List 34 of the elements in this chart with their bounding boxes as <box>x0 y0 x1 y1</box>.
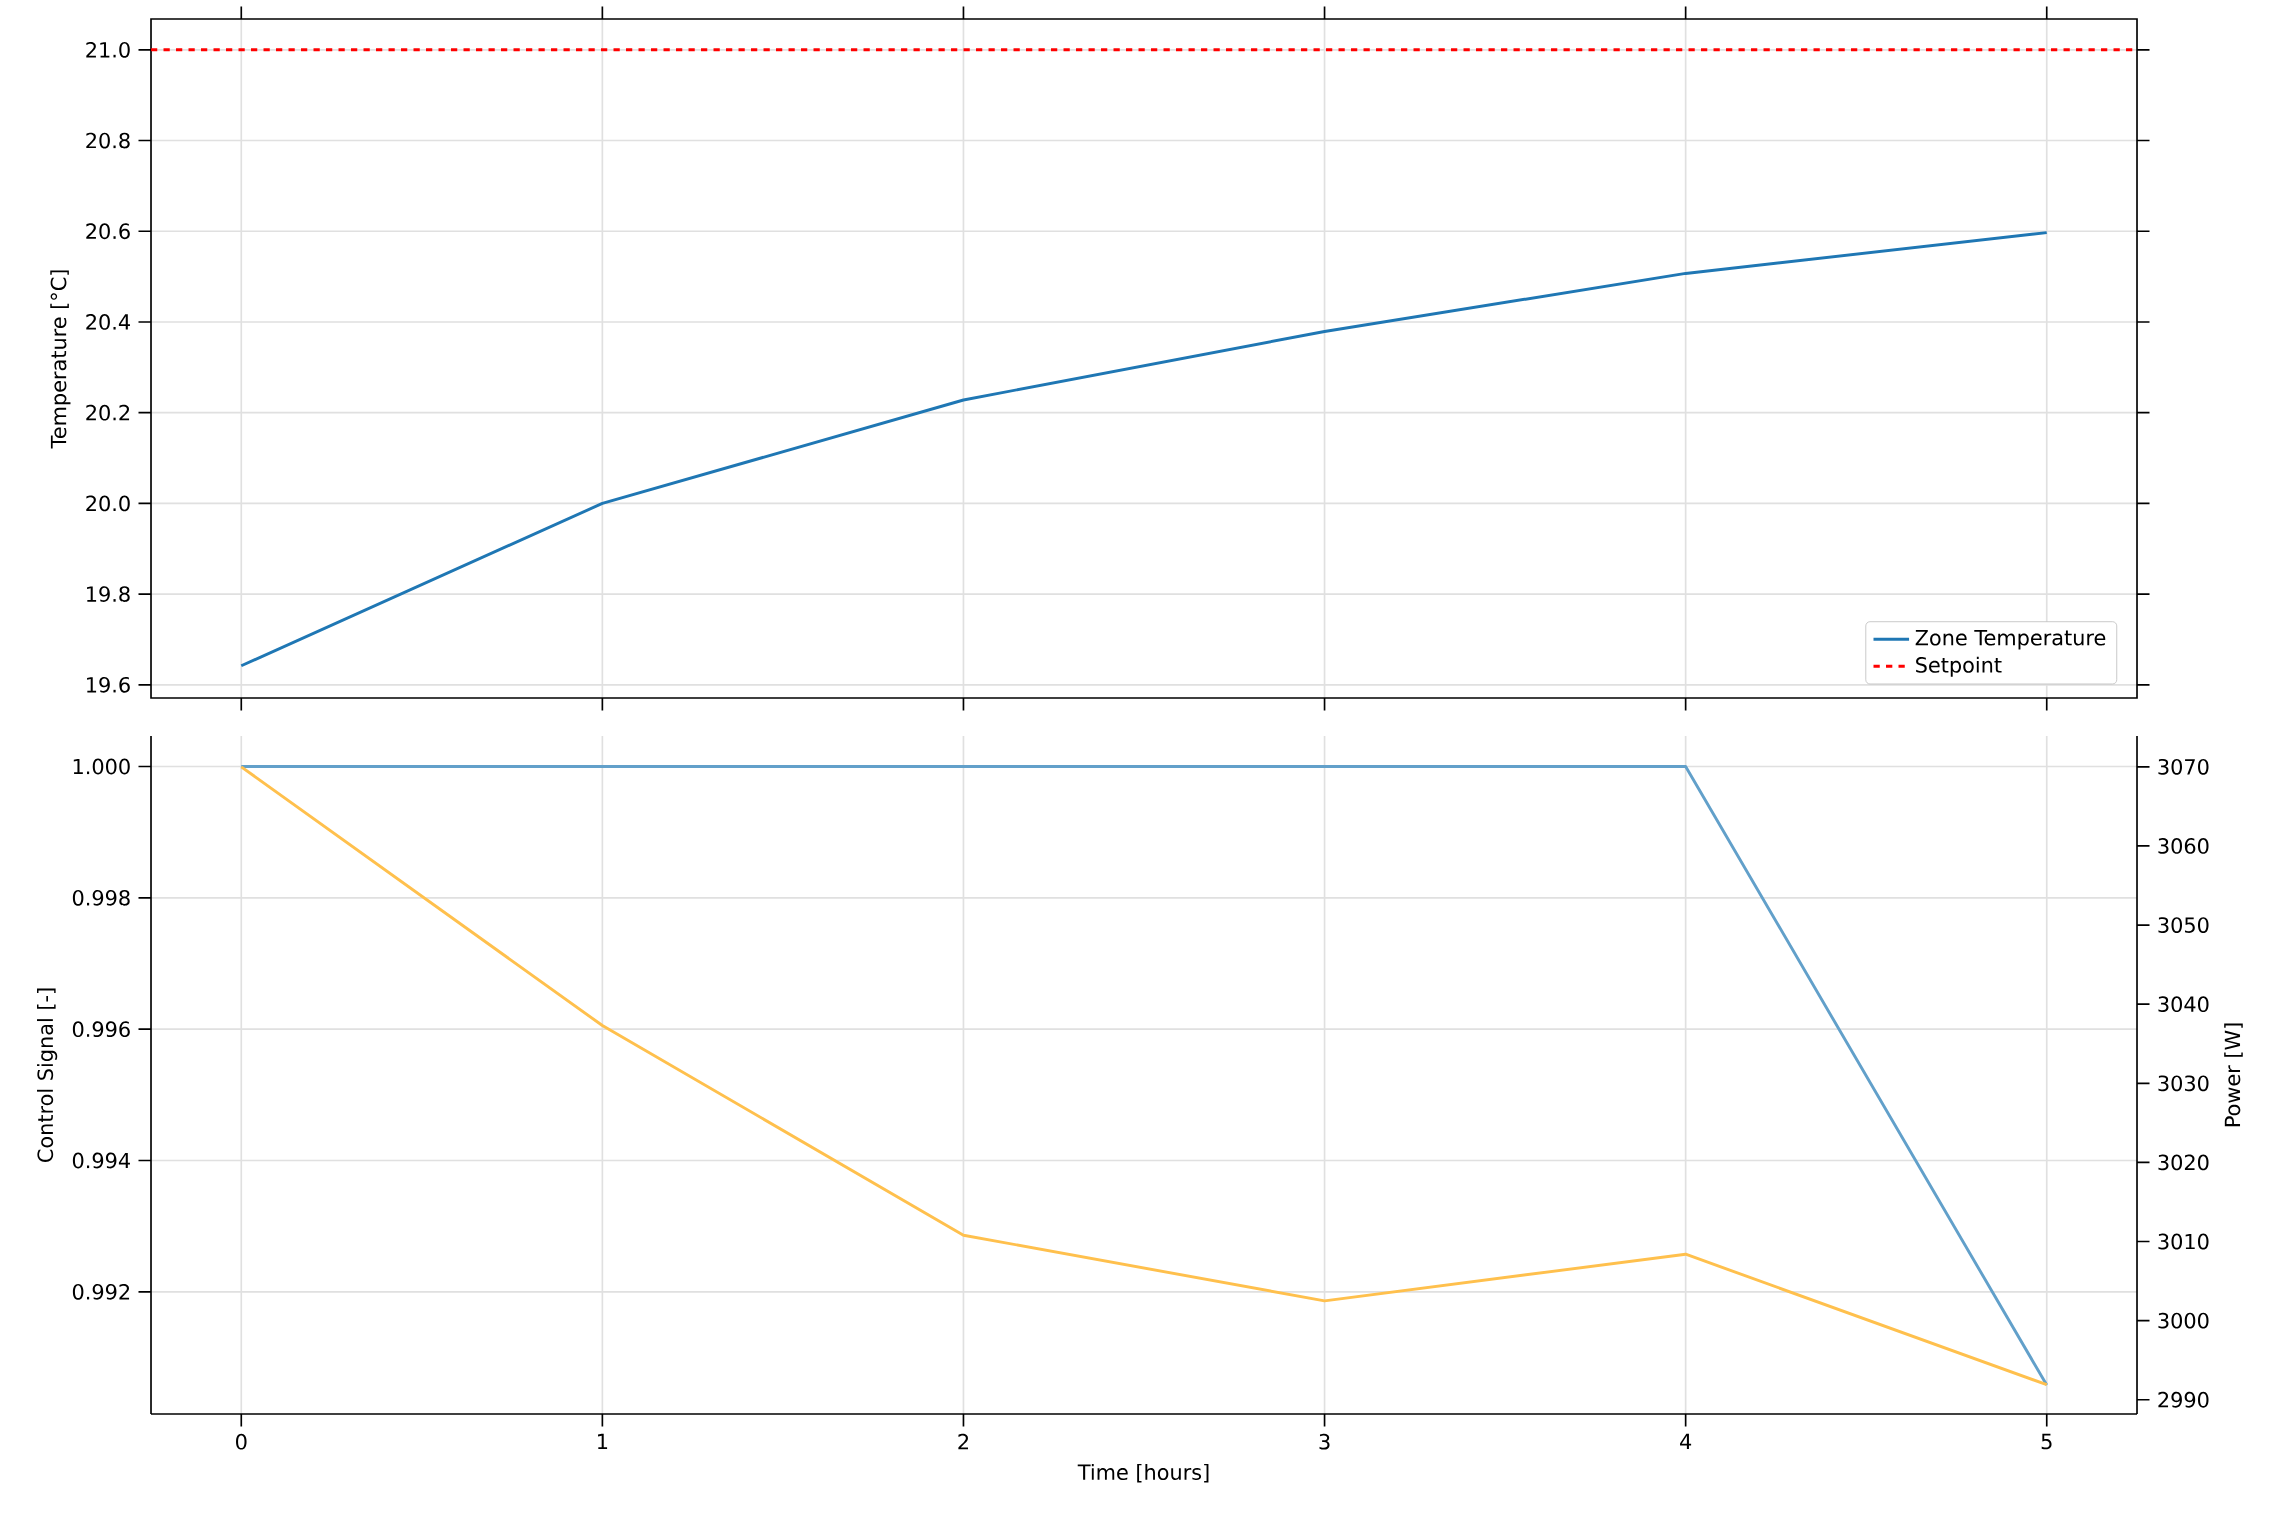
y-tick-label: 0.998 <box>72 889 130 906</box>
y2-tick-label: 3020 <box>2158 1154 2209 1171</box>
y2-tick-label: 3060 <box>2158 838 2209 854</box>
y-axis-title: Temperature [°C] <box>50 270 71 449</box>
y-tick-label: 20.4 <box>86 314 130 330</box>
y2-tick-label: 3040 <box>2158 996 2209 1013</box>
y-tick-label: 21.0 <box>86 41 130 58</box>
y2-tick-label: 2990 <box>2158 1391 2209 1408</box>
y-tick-label: 19.8 <box>87 586 130 602</box>
y2-axis-title: Power [W] <box>2224 1023 2243 1127</box>
y2-tick-label: 3070 <box>2158 758 2209 775</box>
y2-tick-label: 3010 <box>2158 1233 2209 1250</box>
y-axis-title: Control Signal [-] <box>37 988 58 1162</box>
y-tick-label: 0.992 <box>72 1283 130 1300</box>
x-tick-label: 3 <box>1319 1433 1330 1450</box>
y-tick-label: 20.2 <box>86 404 130 421</box>
y-tick-label: 20.6 <box>86 223 130 240</box>
y-tick-label: 20.8 <box>86 132 130 149</box>
x-tick-label: 2 <box>958 1433 969 1450</box>
y2-tick-label: 3050 <box>2158 917 2209 933</box>
x-tick-label: 5 <box>2041 1433 2052 1450</box>
x-axis-title: Time [hours] <box>1077 1463 1209 1483</box>
x-tick-label: 1 <box>598 1433 608 1450</box>
y-tick-label: 20.0 <box>86 495 130 512</box>
x-tick-label: 0 <box>236 1433 247 1450</box>
y2-tick-label: 3000 <box>2158 1312 2209 1329</box>
y-tick-label: 1.000 <box>73 758 130 775</box>
y-tick-label: 0.996 <box>72 1021 130 1038</box>
legend-label: Setpoint <box>1916 656 2002 677</box>
y-tick-label: 19.6 <box>87 676 130 693</box>
legend-label: Zone Temperature <box>1915 630 2106 650</box>
x-tick-label: 4 <box>1680 1433 1692 1450</box>
y-tick-label: 0.994 <box>72 1152 130 1169</box>
y2-tick-label: 3030 <box>2158 1075 2209 1092</box>
